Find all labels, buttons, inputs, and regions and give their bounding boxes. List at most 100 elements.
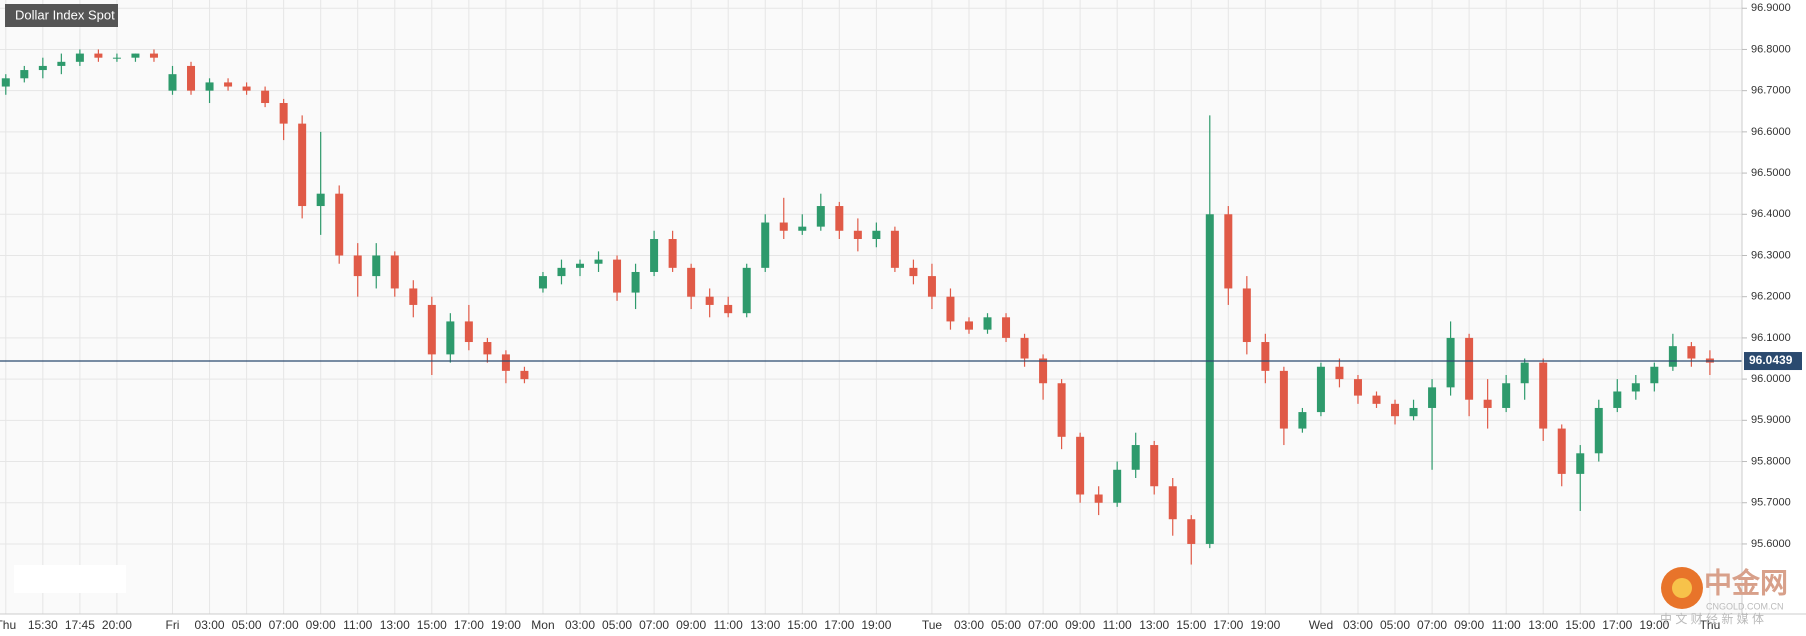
candle-body <box>1205 214 1214 544</box>
x-tick-label: Thu <box>1700 618 1721 632</box>
y-tick-label: 96.4000 <box>1751 208 1791 220</box>
candle-body <box>1539 362 1548 429</box>
candle-body <box>224 82 233 87</box>
candle-body <box>1687 346 1696 359</box>
candle-body <box>335 193 344 256</box>
candles <box>0 49 1742 565</box>
last-price-label: 96.0439 <box>1749 353 1793 367</box>
candle-body <box>464 321 473 343</box>
candle-body <box>1168 486 1177 520</box>
candle-body <box>242 86 251 91</box>
x-tick-label: 03:00 <box>1343 618 1373 632</box>
candle-body <box>1113 469 1122 503</box>
logo-icon-inner <box>1672 578 1692 598</box>
y-tick-label: 96.8000 <box>1751 43 1791 55</box>
y-tick-label: 95.9000 <box>1751 414 1791 426</box>
candle-body <box>1446 337 1455 388</box>
candle-body <box>650 239 659 272</box>
candle-body <box>816 206 825 227</box>
candle-body <box>1465 337 1474 400</box>
watermark-logo: 中金网 <box>1704 566 1788 598</box>
y-tick-label: 96.6000 <box>1751 126 1791 138</box>
y-tick-label: 96.9000 <box>1751 2 1791 14</box>
candle-body <box>613 259 622 293</box>
x-tick-label: 13:00 <box>750 618 780 632</box>
y-tick-label: 96.5000 <box>1751 167 1791 179</box>
grid <box>0 0 1742 614</box>
x-tick-label: Fri <box>165 618 179 632</box>
candle-body <box>298 123 307 207</box>
candle-body <box>483 342 492 355</box>
candle-body <box>594 259 603 264</box>
candle-body <box>890 230 899 268</box>
candle-body <box>168 74 177 91</box>
candle-body <box>409 288 418 305</box>
candle-body <box>927 276 936 297</box>
candle-body <box>1261 342 1270 371</box>
candle-body <box>187 65 196 91</box>
y-tick-label: 95.8000 <box>1751 455 1791 467</box>
y-tick-label: 96.2000 <box>1751 291 1791 303</box>
candle-body <box>1020 337 1029 359</box>
y-tick-label: 96.7000 <box>1751 85 1791 97</box>
candle-body <box>668 239 677 268</box>
x-tick-label: 05:00 <box>602 618 632 632</box>
x-tick-label: 17:00 <box>454 618 484 632</box>
candle-body <box>1668 346 1677 367</box>
candle-body <box>20 70 29 79</box>
candle-body <box>1150 445 1159 487</box>
x-tick-label: 03:00 <box>565 618 595 632</box>
x-tick-label: 11:00 <box>343 618 372 632</box>
x-tick-label: 07:00 <box>639 618 669 632</box>
x-tick-label: 07:00 <box>1417 618 1447 632</box>
candle-body <box>1613 391 1622 408</box>
x-tick-label: 05:00 <box>1380 618 1410 632</box>
x-tick-label: 09:00 <box>1065 618 1095 632</box>
x-tick-label: Thu <box>0 618 16 632</box>
candle-body <box>724 304 733 314</box>
candle-body <box>1576 453 1585 474</box>
x-tick-label: 17:00 <box>824 618 854 632</box>
chart-title: Dollar Index Spot <box>15 7 115 22</box>
candle-body <box>1279 370 1288 429</box>
candle-body <box>779 222 788 231</box>
x-tick-label: 15:00 <box>1565 618 1595 632</box>
x-tick-label: 19:00 <box>491 618 521 632</box>
candle-body <box>538 276 547 289</box>
watermark-tagline: 中 文 财 经 新 媒 体 <box>1660 611 1764 626</box>
candle-body <box>1391 403 1400 417</box>
candle-body <box>1187 519 1196 544</box>
candle-body <box>520 370 529 380</box>
candle-body <box>205 82 214 91</box>
candle-body <box>983 317 992 330</box>
x-tick-label: Tue <box>922 618 943 632</box>
candle-body <box>427 304 436 355</box>
candle-body <box>1372 395 1381 404</box>
x-tick-label: 11:00 <box>1492 618 1521 632</box>
candle-body <box>1557 428 1566 474</box>
x-tick-label: 09:00 <box>1454 618 1484 632</box>
x-tick-label: 13:00 <box>380 618 410 632</box>
candle-body <box>38 65 47 71</box>
candle-body <box>964 321 973 330</box>
candle-body <box>75 53 84 62</box>
x-tick-label: 15:30 <box>28 618 58 632</box>
x-tick-label: 19:00 <box>1639 618 1669 632</box>
x-tick-label: 05:00 <box>232 618 262 632</box>
candle-body <box>1057 383 1066 437</box>
x-tick-label: 05:00 <box>991 618 1021 632</box>
x-tick-label: 15:00 <box>417 618 447 632</box>
y-tick-label: 96.3000 <box>1751 249 1791 261</box>
candle-body <box>1428 387 1437 408</box>
candle-body <box>316 193 325 207</box>
y-tick-label: 95.6000 <box>1751 538 1791 550</box>
candle-body <box>705 296 714 305</box>
candle-body <box>687 267 696 297</box>
candle-body <box>372 255 381 277</box>
candle-body <box>909 267 918 277</box>
x-tick-label: 15:00 <box>1176 618 1206 632</box>
candle-body <box>1409 407 1418 417</box>
x-tick-label: 20:00 <box>102 618 132 632</box>
candle-body <box>1316 366 1325 413</box>
